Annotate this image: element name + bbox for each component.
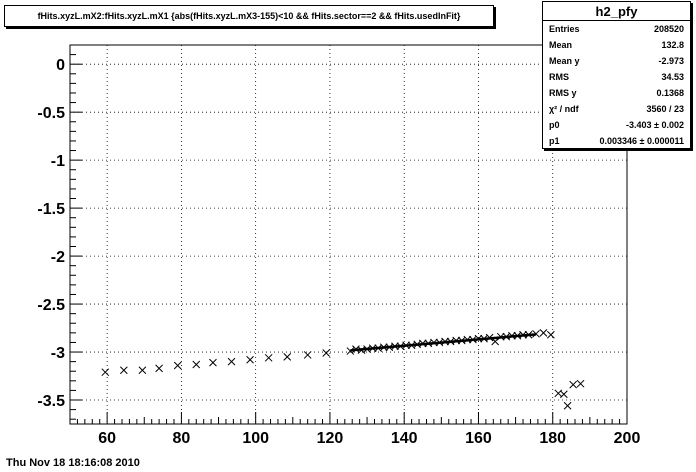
stats-key: Mean (549, 40, 573, 50)
data-point (283, 352, 292, 361)
stats-key: Entries (549, 24, 580, 34)
stats-value: 208520 (653, 24, 684, 34)
data-point (560, 390, 568, 399)
x-tick-label: 200 (614, 430, 641, 447)
y-tick-label: -0.5 (37, 105, 65, 122)
data-point (322, 349, 331, 357)
y-tick-label: -3.5 (37, 393, 65, 410)
stats-row-chi2: χ² / ndf 3560 / 23 (549, 101, 684, 117)
axis-tick-labels: 60 80 100 120 140 160 180 200 0 -0.5 -1 -1.5 -2 -2.5 -… (37, 57, 640, 447)
stats-value: 3560 / 23 (646, 104, 684, 114)
y-tick-label: 0 (56, 57, 65, 74)
stats-value: 34.53 (661, 72, 684, 82)
stats-box: h2_pfy Entries 208520 Mean 132.8 Mean y -2.… (542, 1, 691, 149)
y-tick-label: -1.5 (37, 201, 65, 218)
data-point (101, 368, 110, 377)
stats-row-entries: Entries 208520 (549, 21, 684, 37)
stats-box-title: h2_pfy (543, 3, 690, 21)
y-tick-label: -2.5 (37, 297, 65, 314)
y-tick-label: -2 (51, 249, 65, 266)
data-point (539, 328, 548, 337)
stats-key: p0 (549, 120, 560, 130)
timestamp: Thu Nov 18 18:16:08 2010 (6, 457, 140, 469)
plot-area (69, 44, 628, 425)
plot-title-box: fHits.xyzL.mX2:fHits.xyzL.mX1 {abs(fHits… (4, 5, 494, 27)
stats-row-mean: Mean 132.8 (549, 37, 684, 53)
stats-key: RMS (549, 72, 569, 82)
fit-line-path (350, 333, 537, 352)
data-point (576, 379, 585, 388)
data-point (569, 380, 578, 389)
stats-row-p1: p1 0.003346 ± 0.000011 (549, 133, 684, 149)
stats-value: 132.8 (661, 40, 684, 50)
data-point (563, 401, 572, 410)
stats-key: χ² / ndf (549, 104, 579, 114)
data-point (155, 364, 163, 373)
plot-frame (69, 44, 628, 425)
stats-row-mean-y: Mean y -2.973 (549, 53, 684, 69)
stats-value: -3.403 ± 0.002 (626, 120, 684, 130)
fit-line (350, 333, 537, 352)
x-tick-label: 100 (242, 430, 269, 447)
plot-title: fHits.xyzL.mX2:fHits.xyzL.mX1 {abs(fHits… (37, 11, 461, 21)
y-tick-label: -1 (51, 153, 65, 170)
x-tick-label: 60 (98, 430, 116, 447)
data-point (173, 361, 182, 370)
axis-ticks (69, 44, 628, 424)
stats-key: Mean y (549, 56, 580, 66)
data-point (346, 347, 355, 355)
data-point (192, 360, 201, 369)
stats-value: 0.1368 (656, 88, 684, 98)
data-point (532, 329, 540, 338)
x-tick-label: 180 (539, 430, 566, 447)
x-tick-label: 120 (317, 430, 344, 447)
x-tick-label: 80 (173, 430, 191, 447)
stats-row-p0: p0 -3.403 ± 0.002 (549, 117, 684, 133)
stats-key: p1 (549, 136, 560, 146)
data-point (209, 358, 217, 367)
y-tick-label: -3 (51, 345, 65, 362)
grid (70, 45, 627, 424)
stats-value: -2.973 (658, 56, 684, 66)
data-point (303, 351, 312, 359)
data-point (264, 353, 273, 362)
data-point (547, 330, 555, 339)
stats-value: 0.003346 ± 0.000011 (599, 136, 684, 146)
stats-row-rms-y: RMS y 0.1368 (549, 85, 684, 101)
x-tick-label: 140 (391, 430, 418, 447)
data-point (119, 366, 128, 375)
data-point (246, 355, 254, 364)
x-tick-label: 160 (465, 430, 492, 447)
data-point (227, 357, 236, 366)
stats-row-rms: RMS 34.53 (549, 69, 684, 85)
data-point (138, 366, 147, 375)
stats-key: RMS y (549, 88, 577, 98)
